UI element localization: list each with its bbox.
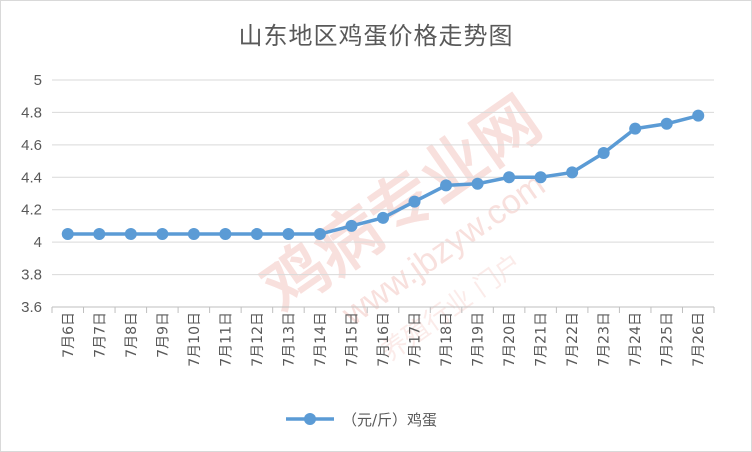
gridlines	[52, 79, 714, 276]
data-point	[250, 228, 263, 241]
data-point	[566, 166, 579, 179]
data-point	[440, 179, 453, 192]
x-tick-label: 7月17日	[408, 312, 424, 367]
x-tick-label: 7月25日	[660, 312, 676, 367]
data-point	[313, 228, 326, 241]
data-point	[124, 228, 137, 241]
data-point	[93, 228, 106, 241]
chart-title: 山东地区鸡蛋价格走势图	[238, 22, 514, 50]
data-point	[471, 177, 484, 190]
data-point	[660, 117, 673, 130]
x-tick-label: 7月10日	[187, 312, 203, 367]
x-axis	[51, 306, 715, 313]
x-axis-ticks: 7月6日 7月7日 7月8日 7月9日 7月10日 7月11日 7月12日 7月13日 7月14…	[61, 312, 707, 367]
y-tick-label: 4	[34, 234, 42, 251]
x-tick-label: 7月8日	[124, 312, 140, 358]
data-point	[377, 211, 389, 224]
y-tick-label: 3.6	[21, 299, 42, 316]
data-point	[629, 122, 642, 135]
x-tick-label: 7月23日	[597, 312, 613, 367]
x-tick-label: 7月20日	[502, 312, 518, 367]
x-tick-label: 7月26日	[691, 312, 707, 367]
legend-label: （元/斤）鸡蛋	[342, 411, 437, 429]
y-tick-label: 4.4	[21, 169, 42, 186]
data-point	[692, 109, 705, 122]
x-tick-label: 7月13日	[281, 312, 297, 367]
series-layer	[61, 109, 705, 241]
data-point	[282, 228, 295, 241]
x-tick-label: 7月16日	[376, 312, 392, 367]
data-point	[408, 195, 421, 208]
data-point	[156, 228, 169, 241]
data-point	[61, 228, 74, 241]
x-tick-label: 7月21日	[534, 312, 550, 367]
legend-marker	[304, 413, 316, 425]
x-tick-label: 7月14日	[313, 312, 329, 367]
data-point	[503, 171, 516, 184]
y-tick-label: 4.8	[21, 104, 42, 121]
x-tick-label: 7月15日	[344, 312, 360, 367]
legend: （元/斤）鸡蛋	[286, 411, 437, 429]
x-tick-label: 7月6日	[61, 312, 77, 358]
y-axis-ticks: 3.6 3.8 4 4.2 4.4 4.6 4.8 5	[21, 72, 42, 316]
y-tick-label: 3.8	[21, 267, 42, 284]
y-tick-label: 4.6	[21, 137, 42, 154]
y-tick-label: 5	[34, 72, 42, 89]
x-tick-label: 7月22日	[565, 312, 581, 367]
data-point	[534, 171, 547, 184]
data-point	[597, 146, 610, 159]
x-tick-label: 7月11日	[218, 312, 234, 367]
data-point	[219, 228, 232, 241]
x-tick-label: 7月12日	[250, 312, 266, 367]
x-tick-label: 7月7日	[92, 312, 108, 358]
x-tick-label: 7月18日	[439, 312, 455, 367]
x-tick-label: 7月9日	[155, 312, 171, 358]
x-tick-label: 7月19日	[471, 312, 487, 367]
x-tick-label: 7月24日	[628, 312, 644, 367]
data-point	[345, 219, 358, 232]
data-point	[187, 228, 200, 241]
y-tick-label: 4.2	[21, 202, 42, 219]
